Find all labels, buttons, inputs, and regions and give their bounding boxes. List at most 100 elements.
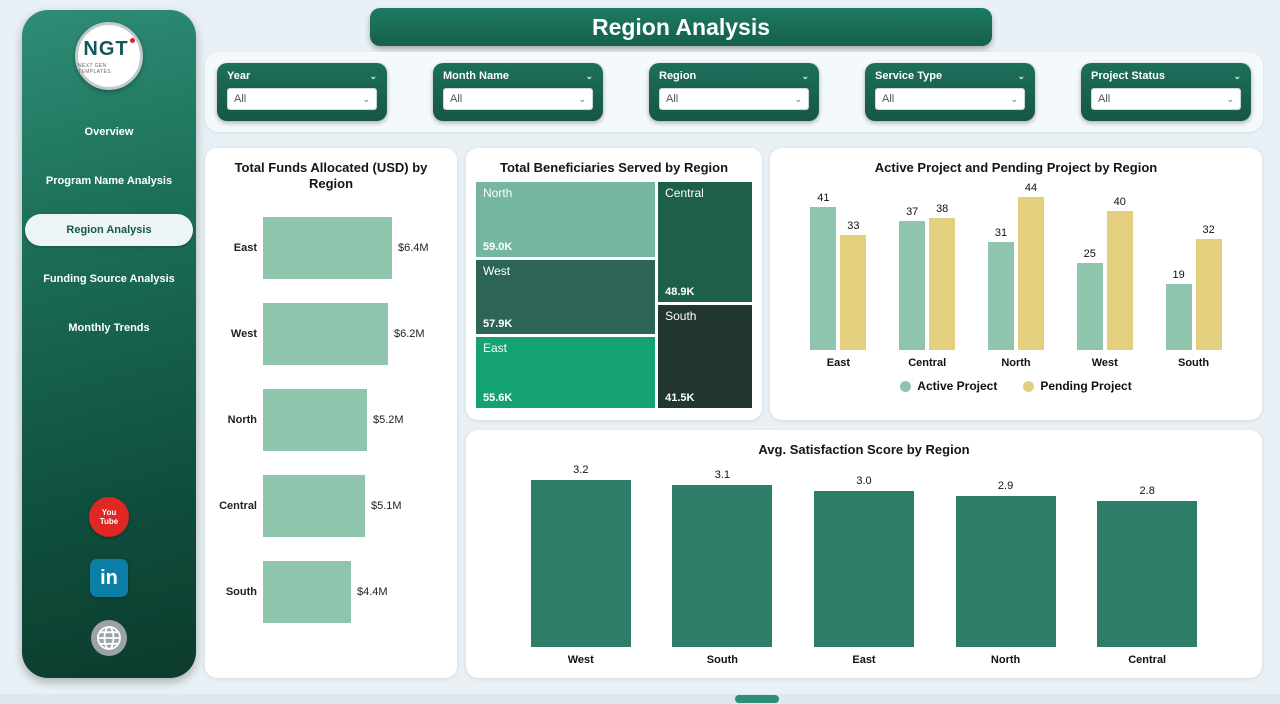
filter-year-value: All: [234, 93, 247, 105]
pending-project-bar[interactable]: [1017, 197, 1044, 351]
column-unit: 41: [810, 192, 837, 351]
active-pending-column-chart: 41 33 East 37 38 Central 31 44 North 25 40 West 19 32…: [780, 182, 1252, 369]
linkedin-icon[interactable]: in: [90, 559, 128, 597]
funds-bar[interactable]: [263, 474, 365, 537]
filter-year-select[interactable]: All ⌄: [227, 88, 377, 110]
axis-category-label: East: [852, 654, 876, 667]
axis-category-label: South: [706, 654, 738, 667]
filter-month-name-select[interactable]: All ⌄: [443, 88, 593, 110]
scrollbar-thumb[interactable]: [735, 695, 779, 703]
category-label: South: [225, 585, 257, 598]
pending-project-bar[interactable]: [1195, 239, 1222, 351]
treemap-tile[interactable]: North 59.0K: [476, 182, 656, 258]
column-group: 31 44 North: [987, 182, 1044, 369]
filter-project-status-select[interactable]: All ⌄: [1091, 88, 1241, 110]
column-unit: 40: [1106, 196, 1133, 351]
filter-region-label: Region: [659, 70, 697, 82]
chevron-down-icon[interactable]: ⌄: [801, 70, 809, 81]
filter-year: Year ⌄ All ⌄: [217, 63, 387, 121]
funds-bar-row: East $6.4M: [215, 205, 447, 291]
filter-region-select[interactable]: All ⌄: [659, 88, 809, 110]
satisfaction-bar[interactable]: [1097, 501, 1198, 648]
treemap-tile[interactable]: Central 48.9K: [658, 182, 752, 303]
value-label: $4.4M: [357, 585, 388, 598]
value-label: 32: [1202, 224, 1215, 237]
youtube-icon[interactable]: You Tube: [89, 497, 129, 537]
filter-project-status-value: All: [1098, 93, 1111, 105]
pending-project-bar[interactable]: [1106, 211, 1133, 351]
chart-legend: Active Project Pending Project: [780, 379, 1252, 393]
filter-month-name: Month Name ⌄ All ⌄: [433, 63, 603, 121]
beneficiaries-treemap-card: Total Beneficiaries Served by Region Nor…: [466, 148, 762, 420]
funds-bar[interactable]: [263, 302, 388, 365]
page-title-text: Region Analysis: [591, 13, 771, 40]
legend-item[interactable]: Pending Project: [1023, 379, 1132, 393]
chevron-down-icon[interactable]: ⌄: [1233, 70, 1241, 81]
value-label: 38: [936, 203, 949, 216]
legend-item[interactable]: Active Project: [900, 379, 997, 393]
treemap-tile[interactable]: East 55.6K: [476, 337, 656, 409]
column-unit: 38: [929, 203, 956, 351]
column-pair: 41 33: [810, 192, 867, 351]
active-project-bar[interactable]: [899, 221, 926, 351]
column-group: 41 33 East: [810, 192, 867, 369]
chevron-down-icon[interactable]: ⌄: [585, 70, 593, 81]
logo-subtext: NEXT GEN TEMPLATES: [78, 62, 111, 75]
filter-bar: Year ⌄ All ⌄ Month Name ⌄ All ⌄ Region ⌄…: [205, 52, 1263, 132]
category-label: West: [230, 327, 257, 340]
satisfaction-bar[interactable]: [530, 480, 631, 648]
category-label: East: [233, 241, 257, 254]
chevron-down-icon[interactable]: ⌄: [1017, 70, 1025, 81]
satisfaction-bar[interactable]: [813, 491, 914, 648]
active-project-bar[interactable]: [1076, 263, 1103, 351]
sidebar-item-overview[interactable]: Overview: [84, 126, 134, 138]
axis-category-label: Central: [1128, 654, 1167, 667]
funds-allocated-bar-chart: East $6.4M West $6.2M North $5.2M Central $5.1M…: [215, 205, 447, 635]
value-label: $6.4M: [398, 241, 429, 254]
funds-bar[interactable]: [263, 560, 351, 623]
chart-title: Total Beneficiaries Served by Region: [499, 160, 729, 175]
filter-service-type-select[interactable]: All ⌄: [875, 88, 1025, 110]
funds-bar[interactable]: [263, 388, 367, 451]
treemap-tile[interactable]: South 41.5K: [658, 305, 752, 409]
satisfaction-bar[interactable]: [955, 496, 1056, 648]
funds-bar[interactable]: [263, 216, 392, 279]
chevron-down-icon: ⌄: [794, 93, 802, 104]
filter-year-label: Year: [227, 70, 251, 82]
active-project-bar[interactable]: [987, 242, 1014, 351]
sidebar-item-program-name-analysis[interactable]: Program Name Analysis: [45, 175, 173, 187]
value-label: 3.2: [573, 464, 589, 477]
ngt-logo: NGT NEXT GEN TEMPLATES: [75, 22, 143, 90]
filter-service-type-value: All: [882, 93, 895, 105]
column-unit: 32: [1195, 224, 1222, 351]
value-label: 40: [1113, 196, 1126, 209]
chevron-down-icon[interactable]: ⌄: [369, 70, 377, 81]
column-group: 37 38 Central: [899, 203, 956, 370]
axis-category-label: Central: [908, 357, 947, 370]
horizontal-scrollbar[interactable]: [0, 694, 1280, 704]
axis-category-label: West: [567, 654, 594, 667]
category-label: North: [227, 413, 257, 426]
chart-title: Total Funds Allocated (USD) by Region: [234, 160, 428, 192]
column-unit: 44: [1017, 182, 1044, 351]
sidebar-nav: Overview Program Name Analysis Region An…: [22, 116, 196, 344]
sidebar-item-monthly-trends[interactable]: Monthly Trends: [68, 322, 150, 334]
column-unit: 3.2 West: [530, 464, 631, 667]
sidebar-item-region-analysis[interactable]: Region Analysis: [25, 214, 193, 246]
website-icon[interactable]: [90, 619, 128, 662]
value-label: $5.1M: [371, 499, 402, 512]
active-project-bar[interactable]: [810, 207, 837, 351]
filter-service-type-label: Service Type: [875, 70, 943, 82]
treemap-tile[interactable]: West 57.9K: [476, 260, 656, 335]
value-label: 3.1: [714, 469, 731, 482]
satisfaction-bar[interactable]: [672, 485, 773, 648]
value-label: 2.8: [1139, 485, 1155, 498]
sidebar-item-funding-source-analysis[interactable]: Funding Source Analysis: [43, 273, 175, 285]
satisfaction-score-chart-card: Avg. Satisfaction Score by Region 3.2 Wes…: [466, 430, 1262, 678]
active-project-bar[interactable]: [1165, 284, 1192, 351]
chevron-down-icon: ⌄: [1010, 93, 1018, 104]
column-unit: 19: [1165, 269, 1192, 351]
logo-text: NGT: [83, 38, 134, 61]
pending-project-bar[interactable]: [929, 218, 956, 351]
pending-project-bar[interactable]: [840, 235, 867, 351]
